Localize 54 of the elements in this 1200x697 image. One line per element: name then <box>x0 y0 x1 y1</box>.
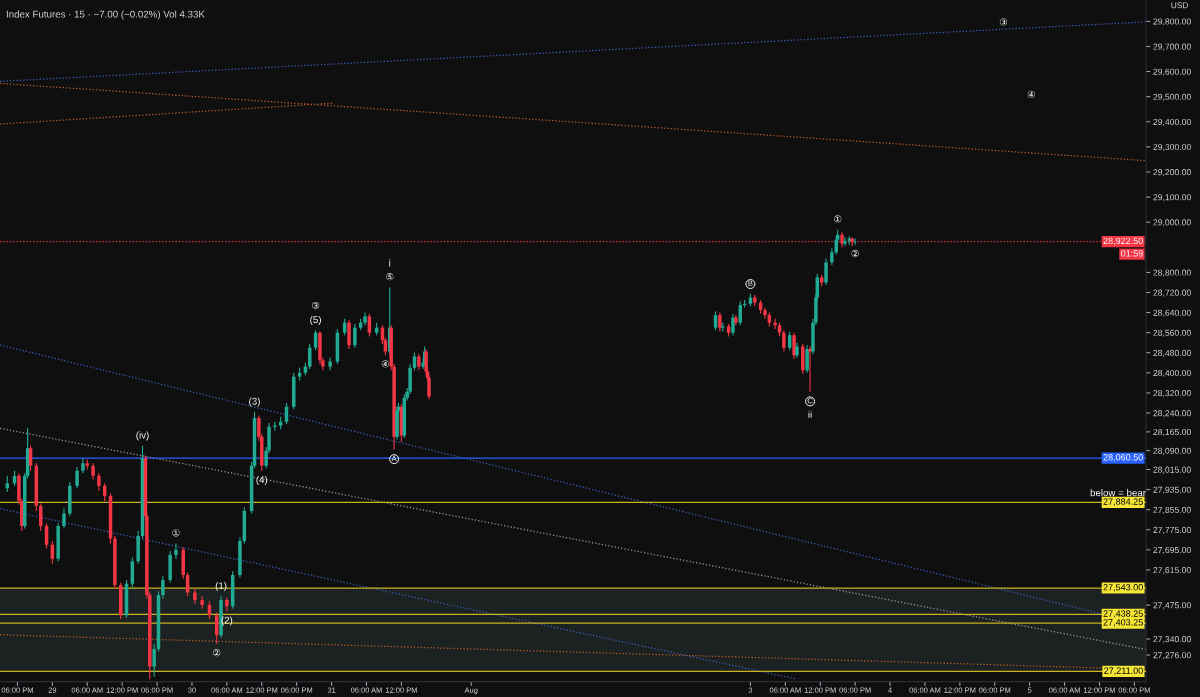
y-tick-label: 27,935.00 <box>1153 486 1191 494</box>
ref-line-label: 27,543.00 <box>1103 584 1143 592</box>
y-tick-label: 28,720.00 <box>1153 289 1191 297</box>
y-tick-label: 29,500.00 <box>1153 93 1191 101</box>
annotation: (iv) <box>136 431 149 441</box>
y-tick-label: 27,340.00 <box>1153 636 1191 644</box>
y-tick-label: 27,855.00 <box>1153 506 1191 514</box>
y-tick-label: 28,165.00 <box>1153 428 1191 437</box>
annotation: ③ <box>311 301 320 310</box>
y-tick-label: 28,090.00 <box>1153 447 1191 455</box>
y-tick-label: 27,775.00 <box>1153 526 1191 534</box>
annotation: (3) <box>249 397 260 407</box>
y-tick-label: 29,100.00 <box>1153 194 1191 202</box>
annotation: 01:59 <box>1120 250 1143 257</box>
ref-line-label: 27,438.25 <box>1103 610 1143 618</box>
ref-line-label: 27,403.25 <box>1103 619 1143 627</box>
annotation: ③ <box>999 18 1008 26</box>
annotation: (4) <box>256 475 268 486</box>
y-tick-label: 28,560.00 <box>1153 329 1191 337</box>
ref-line-label: 27,884.25 <box>1103 498 1143 506</box>
ref-line-label: 28,060.50 <box>1103 454 1143 462</box>
ref-line-label: 27,211.00 <box>1104 667 1143 675</box>
y-tick-label: 28,400.00 <box>1153 369 1191 378</box>
annotation: ① <box>172 529 180 537</box>
ref-line-label: 28,922.50 <box>1103 237 1143 246</box>
y-tick-label: 29,200.00 <box>1153 169 1191 177</box>
y-tick-label: 27,276.00 <box>1153 652 1191 660</box>
annotation: ⑤ <box>386 273 394 281</box>
text: Index Futures · 15 · −7.00 (−0.02%) Vol 4.33K <box>6 10 205 20</box>
annotation: ii <box>808 410 812 418</box>
text: USD <box>1171 2 1188 9</box>
y-tick-label: 28,480.00 <box>1153 349 1191 357</box>
annotation: below = bear <box>1090 489 1146 497</box>
y-tick-label: 29,300.00 <box>1153 143 1191 152</box>
y-tick-label: 29,700.00 <box>1153 43 1191 51</box>
y-tick-label: 29,800.00 <box>1153 18 1191 26</box>
y-tick-label: 28,320.00 <box>1153 390 1191 398</box>
annotation: ④ <box>1027 90 1036 99</box>
y-tick-label: 28,640.00 <box>1153 309 1191 317</box>
y-tick-label: 27,615.00 <box>1153 567 1191 575</box>
annotation: ① <box>834 215 842 223</box>
annotation: ② <box>851 249 859 258</box>
annotation: (5) <box>310 315 321 325</box>
annotation: ④ <box>381 360 390 368</box>
y-tick-label: 29,600.00 <box>1153 68 1191 76</box>
y-tick-label: 27,695.00 <box>1153 546 1191 555</box>
y-tick-label: 29,400.00 <box>1153 118 1191 126</box>
y-tick-label: 28,240.00 <box>1153 410 1191 418</box>
y-tick-label: 28,800.00 <box>1153 269 1191 277</box>
y-tick-label: 28,015.00 <box>1153 466 1191 474</box>
y-tick-label: 27,475.00 <box>1153 602 1191 610</box>
y-tick-label: 29,000.00 <box>1153 219 1191 227</box>
annotation: i <box>389 259 391 267</box>
annotation: ② <box>213 649 221 657</box>
